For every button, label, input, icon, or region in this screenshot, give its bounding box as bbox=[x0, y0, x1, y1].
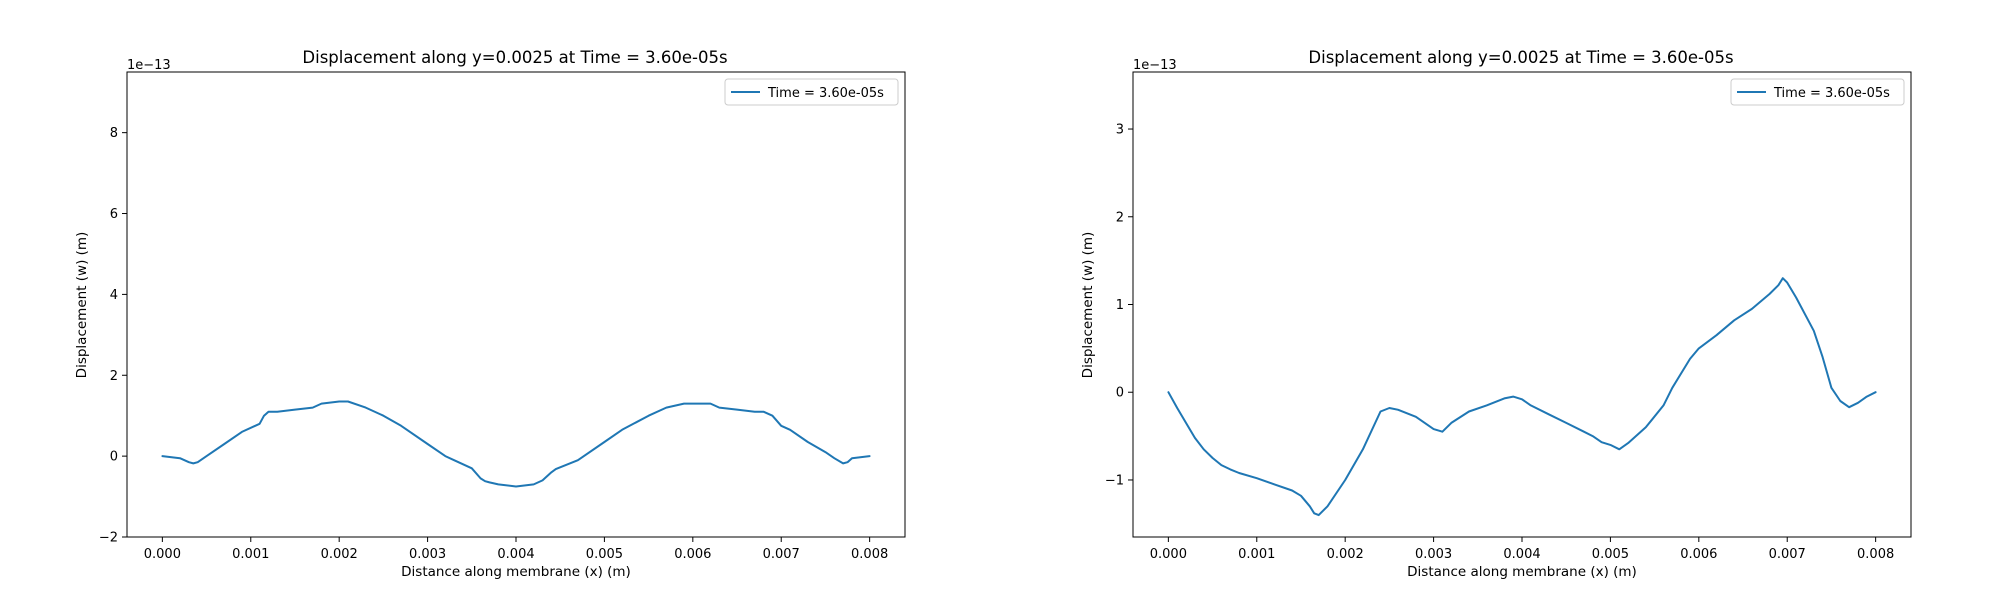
y-tick-label: 2 bbox=[1116, 210, 1124, 225]
legend: Time = 3.60e-05s bbox=[724, 78, 899, 106]
x-ticks: 0.000 0.001 0.002 0.003 0.004 0.005 0.006 0.007… bbox=[144, 537, 888, 562]
y-tick-label: 0 bbox=[1116, 386, 1124, 401]
x-tick-label: 0.007 bbox=[763, 547, 800, 562]
y-axis-label: Displacement (w) (m) bbox=[1080, 232, 1096, 379]
y-tick-label: 4 bbox=[110, 288, 118, 303]
y-tick-label: 8 bbox=[110, 126, 118, 141]
legend: Time = 3.60e-05s bbox=[1730, 78, 1905, 106]
x-tick-label: 0.008 bbox=[1857, 547, 1894, 562]
x-tick-label: 0.008 bbox=[851, 547, 888, 562]
x-axis-label: Distance along membrane (x) (m) bbox=[1407, 564, 1637, 580]
x-axis-label: Distance along membrane (x) (m) bbox=[401, 564, 631, 580]
x-ticks: 0.000 0.001 0.002 0.003 0.004 0.005 0.006 0.007… bbox=[1150, 537, 1894, 562]
x-tick-label: 0.002 bbox=[321, 547, 358, 562]
plot-frame bbox=[126, 71, 906, 538]
legend-box bbox=[1730, 78, 1905, 106]
y-tick-label: 0 bbox=[110, 450, 118, 465]
x-tick-label: 0.002 bbox=[1327, 547, 1364, 562]
chart-left: Displacement along y=0.0025 at Time = 3.… bbox=[74, 48, 906, 580]
y-tick-label: −2 bbox=[99, 531, 118, 546]
x-tick-label: 0.003 bbox=[1415, 547, 1452, 562]
y-tick-label: 1 bbox=[1116, 298, 1124, 313]
legend-label: Time = 3.60e-05s bbox=[1773, 86, 1890, 101]
chart-title: Displacement along y=0.0025 at Time = 3.… bbox=[302, 48, 727, 67]
x-tick-label: 0.001 bbox=[232, 547, 269, 562]
legend-label: Time = 3.60e-05s bbox=[767, 86, 884, 101]
plot-frame bbox=[1132, 71, 1912, 538]
x-tick-label: 0.005 bbox=[586, 547, 623, 562]
y-ticks: −1 0 1 2 3 bbox=[1105, 123, 1133, 488]
y-scale-label: 1e−13 bbox=[127, 58, 171, 73]
x-tick-label: 0.004 bbox=[1503, 547, 1540, 562]
plot-clip bbox=[161, 400, 871, 488]
y-tick-label: −1 bbox=[1105, 473, 1124, 488]
x-tick-label: 0.003 bbox=[409, 547, 446, 562]
data-line-time-3-60e-05s bbox=[161, 400, 871, 488]
x-tick-label: 0.000 bbox=[144, 547, 181, 562]
chart-title: Displacement along y=0.0025 at Time = 3.… bbox=[1308, 48, 1733, 67]
x-tick-label: 0.001 bbox=[1238, 547, 1275, 562]
x-tick-label: 0.004 bbox=[497, 547, 534, 562]
x-tick-label: 0.000 bbox=[1150, 547, 1187, 562]
data-line-time-3-60e-05s bbox=[1167, 277, 1877, 517]
x-tick-label: 0.006 bbox=[674, 547, 711, 562]
y-scale-label: 1e−13 bbox=[1133, 58, 1177, 73]
y-tick-label: 3 bbox=[1116, 123, 1124, 138]
y-tick-label: 2 bbox=[110, 369, 118, 384]
x-tick-label: 0.007 bbox=[1769, 547, 1806, 562]
y-axis-label: Displacement (w) (m) bbox=[74, 232, 90, 379]
plot-clip bbox=[1167, 277, 1877, 517]
x-tick-label: 0.005 bbox=[1592, 547, 1629, 562]
y-tick-label: 6 bbox=[110, 207, 118, 222]
y-ticks: −2 0 2 4 6 8 bbox=[99, 126, 127, 546]
legend-box bbox=[724, 78, 899, 106]
x-tick-label: 0.006 bbox=[1680, 547, 1717, 562]
chart-right: Displacement along y=0.0025 at Time = 3.… bbox=[1080, 48, 1912, 580]
